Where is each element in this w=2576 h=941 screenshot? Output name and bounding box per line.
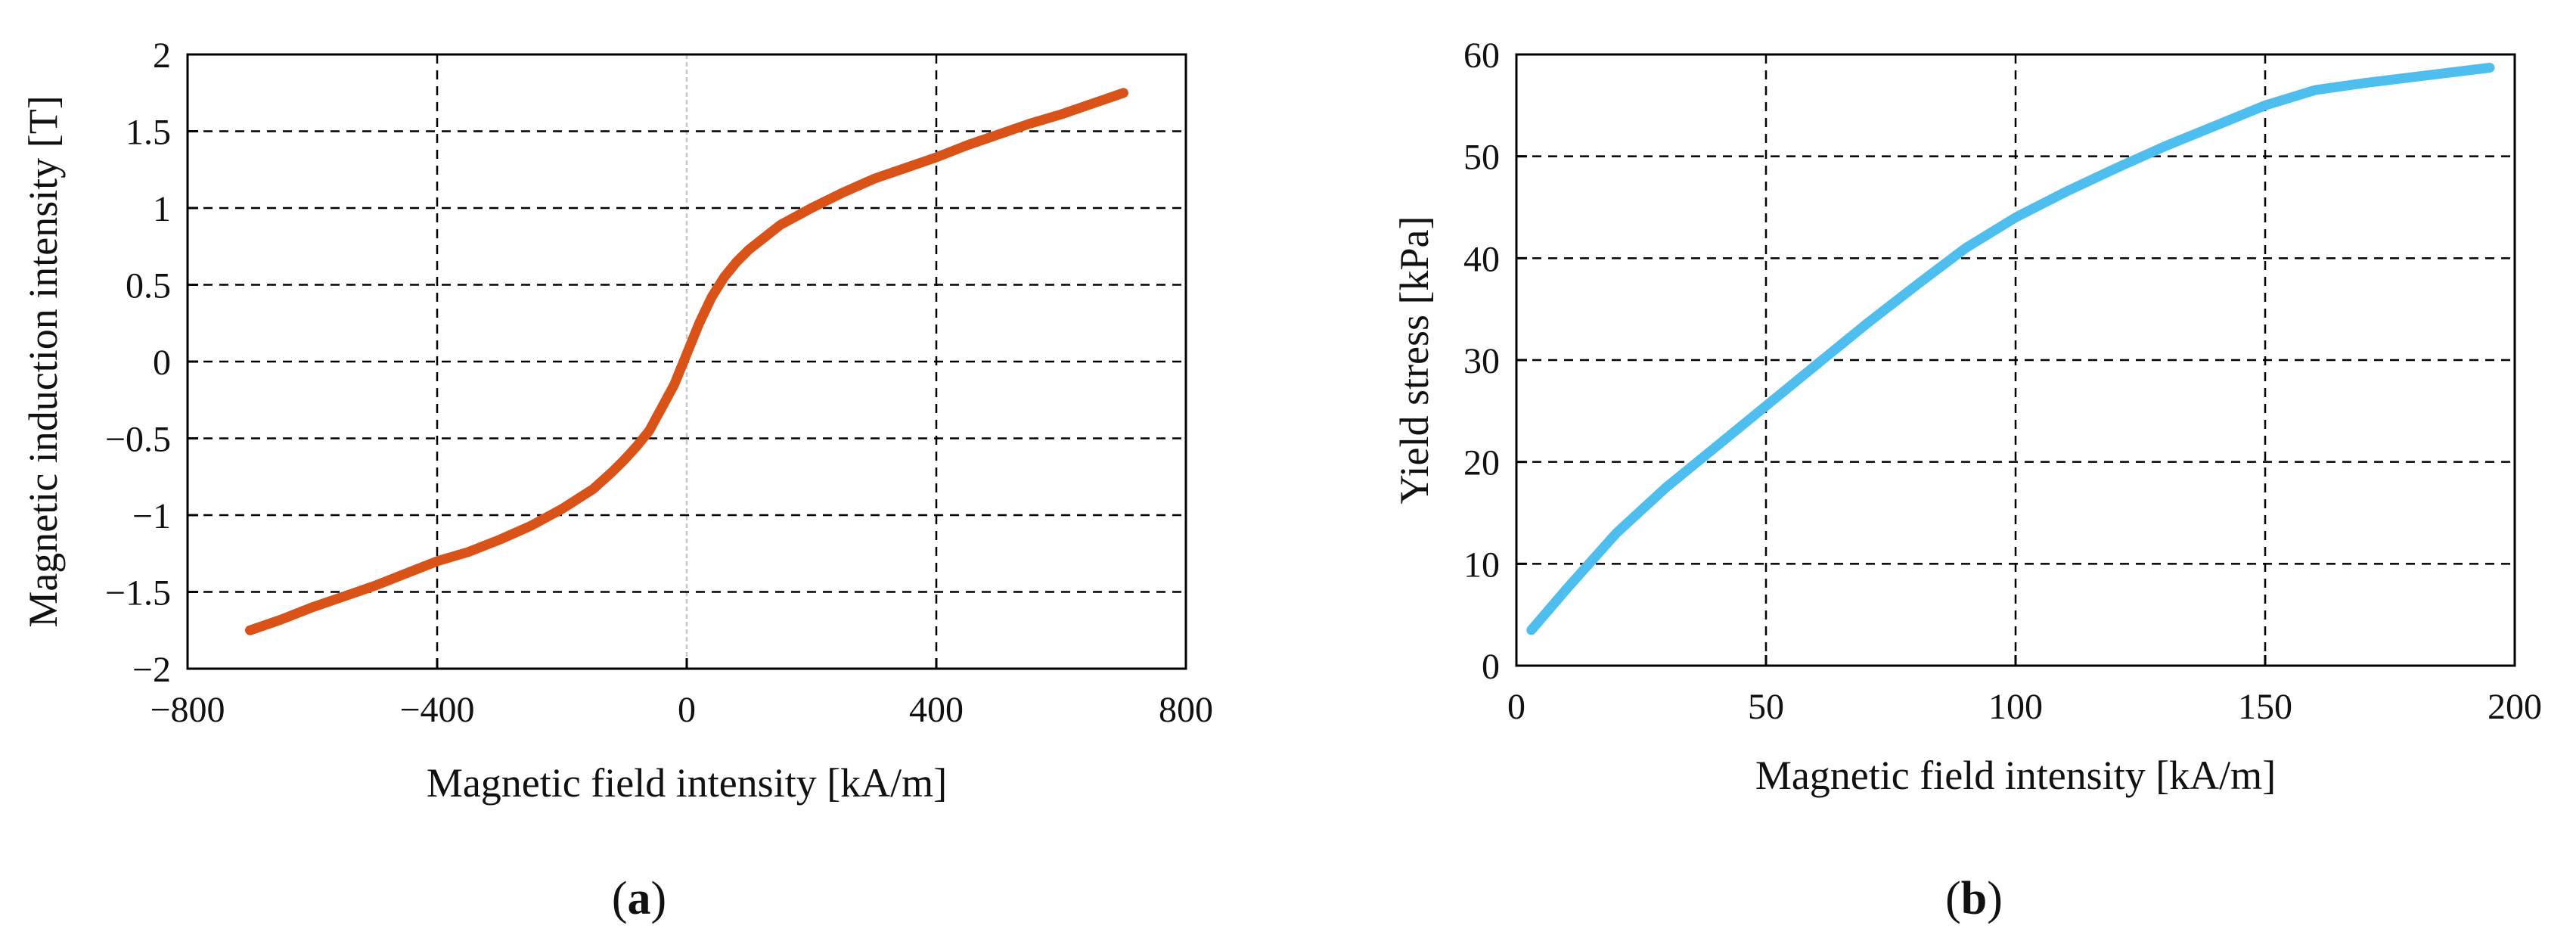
chart-panel-a: −800 −400 0 400 800 −2 −1.5 −1 −0.5 0 0.5 1 1.5 2 Mag… [20, 36, 1213, 924]
y-tick-label-b-3: 30 [1463, 341, 1500, 381]
x-axis-label-b: Magnetic field intensity [kA/m] [1755, 753, 2276, 798]
x-tick-label-b-3: 150 [2238, 687, 2292, 727]
chart-panel-b: 0 50 100 150 200 0 10 20 30 40 50 60 Magnetic field… [1392, 36, 2542, 924]
y-tick-label-b-2: 20 [1463, 443, 1500, 483]
y-tick-label-a-7: 1.5 [126, 113, 171, 153]
y-tick-label-a-5: 0.5 [126, 266, 171, 306]
x-tick-label-a-2: 0 [678, 690, 696, 730]
series-line-a-0 [245, 88, 1128, 635]
y-tick-label-a-6: 1 [153, 189, 171, 229]
y-tick-label-b-1: 10 [1463, 545, 1500, 585]
x-tick-label-a-3: 400 [909, 690, 964, 730]
series-layer-a [245, 88, 1128, 635]
y-tick-label-a-0: −2 [132, 650, 171, 690]
y-tick-label-b-5: 50 [1463, 138, 1500, 178]
panel-letter-b: b [1961, 873, 1987, 924]
panel-label-b: (b) [1945, 873, 2003, 924]
y-tick-label-b-6: 60 [1463, 36, 1500, 76]
x-tick-label-b-4: 200 [2488, 687, 2542, 727]
y-tick-label-a-2: −1 [132, 496, 171, 536]
x-tick-label-a-4: 800 [1159, 690, 1213, 730]
x-tick-label-b-1: 50 [1748, 687, 1784, 727]
series-layer-b [1526, 63, 2495, 635]
x-tick-label-b-2: 100 [1988, 687, 2043, 727]
ticks-a: −800 −400 0 400 800 −2 −1.5 −1 −0.5 0 0.5 1 1.5 2 [105, 36, 1213, 730]
x-tick-label-a-0: −800 [150, 690, 225, 730]
y-tick-label-b-0: 0 [1482, 647, 1500, 687]
ticks-b: 0 50 100 150 200 0 10 20 30 40 50 60 [1463, 36, 2542, 727]
grid-b [1516, 54, 2515, 666]
y-axis-label-b: Yield stress [kPa] [1392, 216, 1437, 505]
y-tick-label-a-8: 2 [153, 36, 171, 76]
x-axis-label-a: Magnetic field intensity [kA/m] [427, 760, 947, 806]
y-tick-label-b-4: 40 [1463, 239, 1500, 279]
panel-label-a: (a) [612, 873, 666, 924]
series-line-b-0 [1526, 63, 2495, 635]
y-tick-label-a-3: −0.5 [105, 420, 171, 460]
x-tick-label-b-0: 0 [1507, 687, 1525, 727]
x-tick-label-a-1: −400 [399, 690, 474, 730]
panel-letter-a: a [628, 873, 651, 924]
y-tick-label-a-1: −1.5 [105, 573, 171, 613]
y-axis-label-a: Magnetic induction intensity [T] [20, 95, 66, 627]
y-tick-label-a-4: 0 [153, 343, 171, 383]
